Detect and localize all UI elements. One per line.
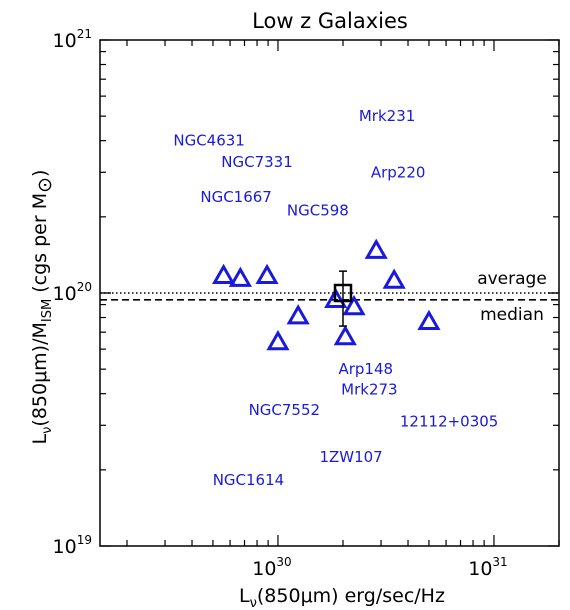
galaxy-label: Mrk273 bbox=[341, 381, 397, 399]
data-point-triangle bbox=[324, 287, 348, 309]
y-axis-label: Lν(850μm)/MISM (cgs per M⊙) bbox=[29, 170, 56, 445]
galaxy-label: 1ZW107 bbox=[319, 448, 382, 466]
median-label: median bbox=[480, 305, 544, 325]
data-point-triangle bbox=[266, 330, 290, 351]
galaxy-label: NGC7552 bbox=[249, 401, 321, 419]
data-point-triangle bbox=[228, 266, 252, 287]
galaxy-label: NGC598 bbox=[287, 201, 349, 219]
tick-labels: 1030 1031 1019 1020 1021 bbox=[53, 27, 508, 580]
data-point-triangle bbox=[342, 295, 366, 316]
data-point-triangle bbox=[286, 304, 310, 325]
x-tick-label: 1030 bbox=[252, 555, 291, 580]
data-point-triangle bbox=[382, 268, 406, 289]
galaxy-label: 12112+0305 bbox=[400, 413, 498, 431]
galaxy-label: Arp148 bbox=[338, 360, 393, 378]
data-point-triangle bbox=[364, 238, 388, 259]
data-point-triangle bbox=[255, 263, 279, 284]
x-axis-label: Lν(850μm) erg/sec/Hz bbox=[239, 585, 445, 610]
y-tick-label: 1021 bbox=[53, 27, 92, 52]
galaxy-label: NGC1614 bbox=[213, 471, 285, 489]
chart-title: Low z Galaxies bbox=[252, 9, 408, 33]
galaxy-label: NGC7331 bbox=[221, 153, 293, 171]
galaxy-label: NGC1667 bbox=[200, 188, 272, 206]
average-label: average bbox=[477, 269, 547, 289]
galaxy-label: NGC4631 bbox=[173, 132, 245, 150]
galaxy-label: Mrk231 bbox=[359, 107, 415, 125]
y-tick-label: 1020 bbox=[53, 280, 92, 305]
x-tick-label: 1031 bbox=[468, 555, 507, 580]
y-tick-label: 1019 bbox=[53, 533, 92, 558]
summary-square bbox=[333, 283, 353, 303]
data-points bbox=[211, 238, 441, 351]
data-point-triangle bbox=[211, 263, 236, 284]
data-point-triangle bbox=[417, 309, 441, 330]
reference-lines: average median bbox=[100, 269, 559, 325]
data-point-triangle bbox=[333, 324, 357, 346]
galaxy-labels: Mrk231 NGC4631 NGC7331 Arp220 NGC1667 NGC598 A… bbox=[173, 107, 498, 489]
summary-point bbox=[333, 270, 353, 327]
galaxy-label: Arp220 bbox=[371, 163, 426, 181]
